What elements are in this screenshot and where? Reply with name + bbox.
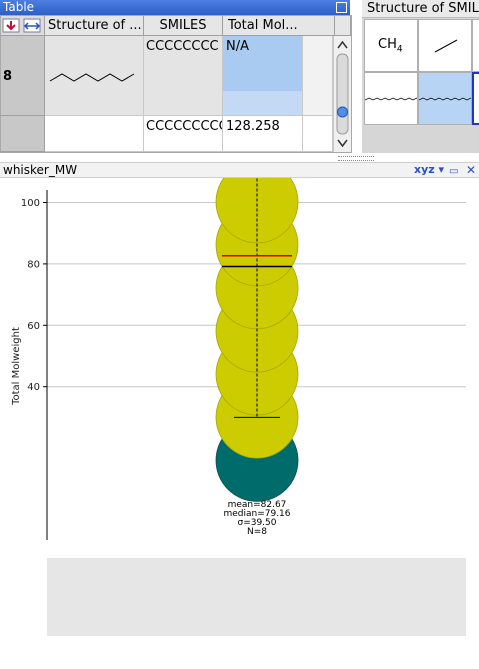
xyz-axis-menu[interactable]: xyz ▾	[414, 163, 445, 176]
ethane-structure-icon	[434, 39, 458, 53]
sort-rows-icon[interactable]	[2, 18, 20, 33]
plot-panel-title-text: whisker_MW	[3, 163, 78, 177]
data-table: Structure of ... SMILES Total Mol... 8 C…	[0, 15, 352, 153]
scroll-down-icon[interactable]	[337, 139, 348, 148]
column-header-smiles[interactable]: SMILES	[144, 16, 223, 36]
maximize-icon[interactable]: ▭	[449, 166, 459, 177]
scroll-up-icon[interactable]	[337, 40, 348, 49]
blank-cell	[303, 36, 333, 116]
stats-annotation: mean=82.67 median=79.16 σ=39.50 N=8	[223, 500, 290, 537]
y-tick-label: 40	[27, 382, 40, 393]
molweight-cell[interactable]: 128.258	[223, 116, 303, 152]
stat-n: N=8	[247, 527, 267, 537]
panel-splitter-handle[interactable]	[338, 156, 374, 161]
fit-columns-icon[interactable]	[23, 18, 41, 33]
row-header[interactable]	[1, 116, 45, 152]
close-icon[interactable]: ✕	[466, 163, 477, 177]
header-filler	[335, 16, 351, 36]
stat-sigma: σ=39.50	[237, 518, 276, 528]
table-panel-title: Table	[0, 0, 350, 15]
scrollbar-thumb[interactable]	[336, 53, 349, 135]
structure-tile-chain-selected[interactable]	[418, 72, 472, 125]
smiles-cell[interactable]: CCCCCCCC	[144, 36, 223, 116]
methane-label: CH4	[378, 37, 403, 55]
structure-tile-methane[interactable]: CH4	[364, 19, 418, 72]
table-panel-title-text: Table	[3, 0, 35, 14]
table-corner-icons	[2, 18, 41, 33]
y-tick-label: 100	[21, 198, 40, 209]
selection-band	[47, 558, 466, 636]
alkane-chain-icon	[418, 97, 472, 101]
methane-ch: CH	[378, 37, 397, 52]
structure-panel-title: Structure of SMILES	[362, 0, 479, 18]
structure-cell[interactable]	[45, 36, 144, 116]
stat-mean: mean=82.67	[228, 500, 287, 510]
structure-tile-chain[interactable]	[364, 72, 418, 125]
methane-subscript: 4	[396, 44, 403, 55]
structure-tile-current[interactable]	[472, 72, 479, 125]
alkane-chain-icon	[364, 97, 418, 101]
structure-panel-filler	[362, 126, 479, 153]
scrollbar-graphics	[336, 40, 349, 148]
blank-cell	[303, 116, 333, 152]
restore-icon[interactable]	[336, 2, 347, 13]
structure-cell[interactable]	[45, 116, 144, 152]
whisker-plot[interactable]: 406080100120140Total Molweight mean=82.6…	[0, 178, 479, 669]
y-axis-label: Total Molweight	[11, 327, 22, 406]
column-header-structure[interactable]: Structure of ...	[45, 16, 144, 36]
stat-median: median=79.16	[223, 509, 290, 519]
y-tick-label: 60	[27, 321, 40, 332]
structure-tile-propane[interactable]	[472, 19, 479, 72]
octane-structure-icon	[49, 73, 135, 82]
plot-panel-title: whisker_MW xyz ▾ ▭ ✕	[0, 162, 479, 178]
table-vertical-scrollbar[interactable]	[333, 36, 351, 152]
structure-grid: CH4	[362, 18, 479, 153]
molweight-cell[interactable]: N/A	[223, 36, 303, 116]
xyz-axis-label: xyz	[414, 163, 435, 176]
row-header[interactable]: 8	[1, 36, 45, 116]
row-number: 8	[3, 69, 13, 84]
column-header-total-molweight[interactable]: Total Mol...	[223, 16, 335, 36]
y-tick-label: 80	[27, 259, 40, 270]
smiles-cell[interactable]: CCCCCCCCC	[144, 116, 223, 152]
table-corner	[1, 16, 45, 36]
structure-tile-ethane[interactable]	[418, 19, 472, 72]
scroll-position-icon	[337, 106, 348, 118]
